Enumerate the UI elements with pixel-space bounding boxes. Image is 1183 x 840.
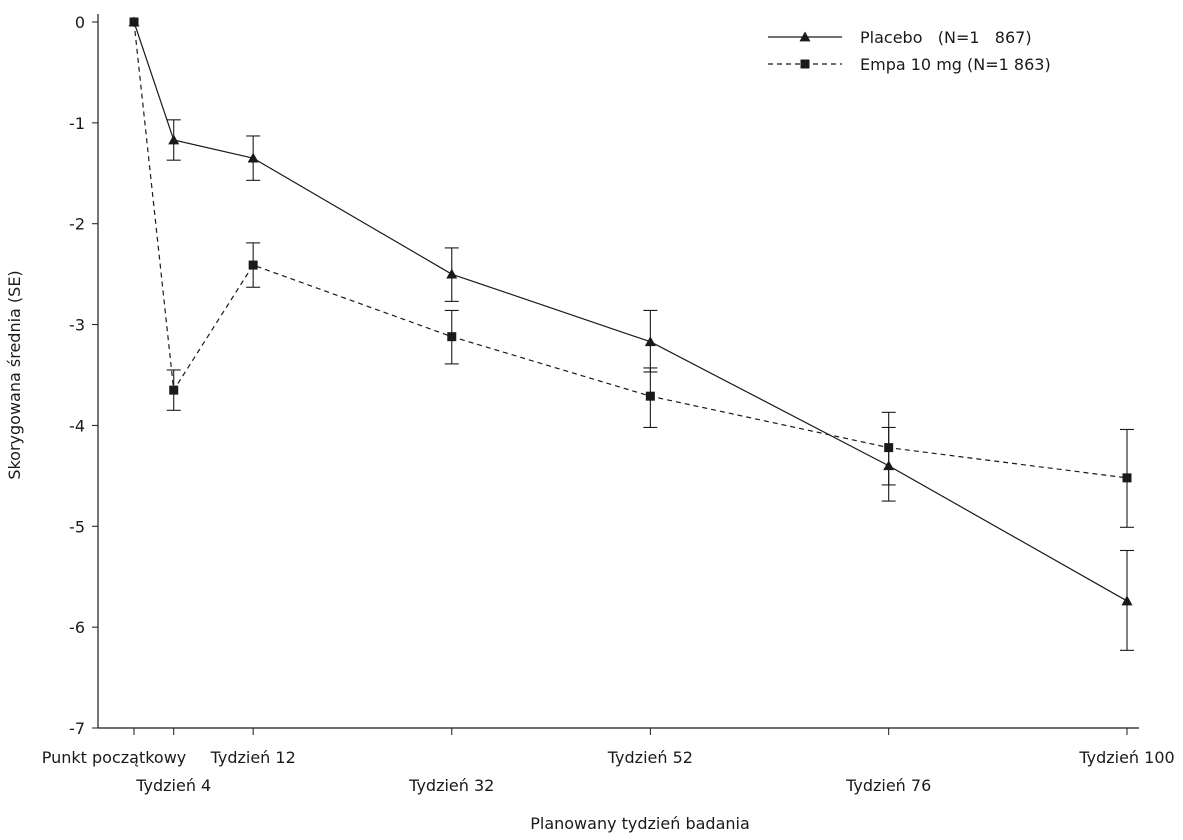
y-tick-label: -6 — [69, 618, 85, 637]
legend-item: Empa 10 mg (N=1 863) — [768, 55, 1051, 74]
legend-item: Placebo (N=1 867) — [768, 28, 1032, 47]
series-placebo — [128, 16, 1134, 651]
legend-label: Empa 10 mg (N=1 863) — [860, 55, 1051, 74]
data-point-triangle — [446, 268, 458, 279]
series-empa-10mg — [129, 17, 1134, 528]
y-tick-label: -3 — [69, 316, 85, 335]
x-axis-title: Planowany tydzień badania — [530, 814, 750, 833]
x-tick-label: Tydzień 100 — [1078, 748, 1174, 767]
y-tick-label: -4 — [69, 416, 85, 435]
data-point-square — [129, 17, 139, 27]
x-tick-label: Tydzień 4 — [135, 776, 211, 795]
legend-triangle-marker — [799, 31, 811, 42]
x-tick-label: Tydzień 32 — [408, 776, 494, 795]
x-tick-label: Punkt początkowy — [42, 748, 187, 767]
series-line — [133, 21, 1128, 602]
data-point-square — [169, 385, 179, 395]
series-line — [133, 21, 1128, 479]
data-point-triangle — [644, 336, 656, 347]
y-tick-label: 0 — [75, 13, 85, 32]
data-point-triangle — [1121, 595, 1133, 606]
data-point-square — [884, 443, 894, 453]
y-tick-label: -2 — [69, 215, 85, 234]
legend-label: Placebo (N=1 867) — [860, 28, 1032, 47]
data-point-square — [1122, 473, 1132, 483]
data-point-square — [447, 332, 457, 342]
x-axis: Punkt początkowy Tydzień 4 Tydzień 12 Tydzi… — [42, 727, 1175, 795]
legend-square-marker — [800, 59, 810, 69]
data-point-square — [248, 260, 258, 270]
x-tick-label: Tydzień 12 — [210, 748, 296, 767]
data-point-triangle — [168, 134, 180, 145]
x-tick-label: Tydzień 52 — [607, 748, 693, 767]
data-point-square — [645, 391, 655, 401]
y-tick-label: -5 — [69, 517, 85, 536]
legend: Placebo (N=1 867) Empa 10 mg (N=1 863) — [768, 28, 1051, 74]
data-point-triangle — [247, 152, 259, 163]
plot-area — [128, 16, 1134, 651]
y-tick-label: -1 — [69, 114, 85, 133]
y-axis-title: Skorygowana średnia (SE) — [5, 270, 24, 479]
y-tick-label: -7 — [69, 719, 85, 738]
y-axis: 0 -1 -2 -3 -4 -5 -6 -7 — [69, 13, 99, 738]
x-tick-label: Tydzień 76 — [845, 776, 931, 795]
